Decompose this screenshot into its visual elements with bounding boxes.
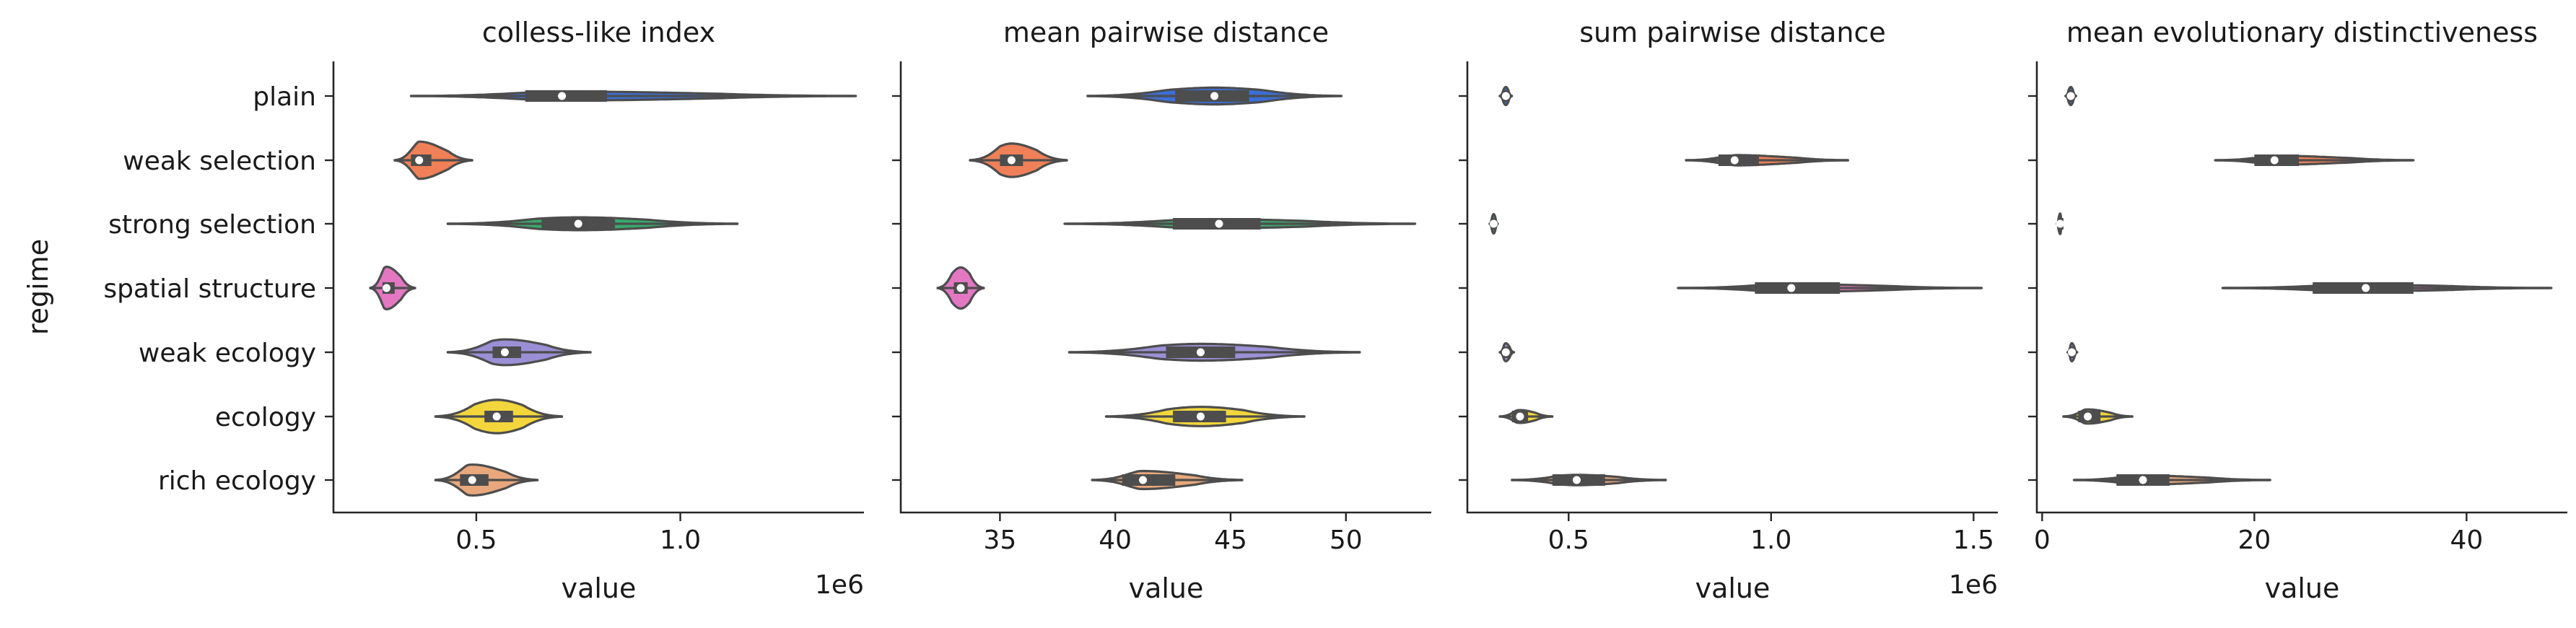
y-tick-label: plain — [253, 82, 316, 112]
x-tick-label: 45 — [1214, 525, 1247, 555]
violin-3 — [1677, 282, 1983, 294]
median-marker — [2068, 348, 2077, 357]
median-marker — [1210, 92, 1219, 100]
panel-title: mean evolutionary distinctiveness — [2066, 17, 2538, 48]
median-marker — [558, 92, 567, 100]
median-marker — [1787, 284, 1796, 292]
x-tick-label: 1.5 — [1953, 525, 1994, 555]
x-tick-label: 1.0 — [1750, 525, 1791, 555]
iqr-box — [1122, 474, 1176, 486]
median-marker — [1489, 219, 1498, 228]
median-marker — [1516, 412, 1524, 421]
x-tick-label: 0.5 — [455, 525, 497, 555]
y-tick-label: weak selection — [123, 147, 316, 176]
median-marker — [2139, 476, 2147, 484]
violin-4 — [1498, 341, 1516, 363]
median-marker — [2066, 92, 2075, 100]
violin-6 — [1511, 474, 1667, 487]
panel-title: colless-like index — [482, 17, 715, 48]
violin-2 — [1063, 218, 1417, 230]
violin-4 — [1067, 342, 1361, 362]
violin-5 — [1104, 406, 1306, 427]
median-marker — [415, 156, 424, 165]
x-tick-label: 35 — [984, 525, 1017, 555]
violin-1 — [2214, 154, 2415, 166]
median-marker — [500, 348, 509, 357]
violin-1 — [969, 142, 1068, 178]
iqr-box — [1755, 282, 1841, 294]
median-marker — [1007, 156, 1016, 165]
median-marker — [956, 284, 965, 292]
panels-group: colless-like index plain weak selection str… — [103, 17, 2567, 604]
x-tick-label: 0 — [2034, 525, 2051, 555]
violin-4 — [446, 338, 592, 367]
median-marker — [2362, 284, 2370, 292]
median-marker — [2056, 219, 2064, 228]
x-tick-label: 40 — [2450, 525, 2483, 555]
y-axis-label: regime — [22, 239, 54, 335]
iqr-box — [1718, 154, 1759, 166]
axis-offset-label: 1e6 — [815, 570, 864, 600]
violin-5 — [2062, 408, 2134, 425]
median-marker — [1730, 156, 1739, 165]
iqr-box — [525, 90, 607, 102]
violin-0 — [2064, 85, 2077, 107]
x-axis-label: value — [1695, 572, 1771, 604]
median-marker — [1572, 476, 1581, 484]
violin-1 — [393, 140, 473, 180]
violin-6 — [434, 463, 539, 497]
violin-4 — [2066, 341, 2079, 363]
violin-6 — [2072, 474, 2271, 486]
median-marker — [468, 476, 476, 484]
median-marker — [2270, 156, 2279, 165]
y-tick-label: weak ecology — [139, 339, 316, 368]
x-tick-label: 50 — [1330, 525, 1363, 555]
x-tick-label: 40 — [1099, 525, 1132, 555]
y-tick-label: ecology — [215, 403, 316, 432]
violin-2 — [2056, 212, 2064, 235]
median-marker — [492, 412, 501, 421]
median-marker — [1196, 412, 1205, 421]
x-axis-label: value — [562, 572, 637, 604]
violin-5 — [1498, 409, 1554, 424]
median-marker — [2084, 412, 2092, 421]
violin-0 — [409, 90, 857, 102]
median-marker — [574, 219, 582, 228]
panel-title: mean pairwise distance — [1003, 17, 1329, 48]
median-marker — [1139, 476, 1148, 484]
axis-offset-label: 1e6 — [1949, 570, 1998, 600]
violin-0 — [1086, 86, 1342, 106]
y-tick-label: strong selection — [108, 210, 316, 240]
violin-3 — [2221, 282, 2553, 294]
x-tick-label: 20 — [2237, 525, 2271, 555]
x-tick-label: 0.5 — [1548, 525, 1589, 555]
x-tick-label: 1.0 — [660, 525, 701, 555]
violin-2 — [446, 216, 739, 232]
violin-2 — [1488, 213, 1499, 235]
median-marker — [383, 284, 390, 292]
y-tick-label: rich ecology — [158, 466, 316, 496]
x-axis-label: value — [1129, 572, 1204, 604]
violin-5 — [434, 398, 564, 435]
violin-3 — [369, 266, 416, 310]
y-tick-label: spatial structure — [103, 274, 316, 304]
violin-6 — [1091, 469, 1244, 491]
median-marker — [1215, 219, 1223, 228]
median-marker — [1501, 92, 1510, 100]
median-marker — [1501, 348, 1510, 357]
violin-3 — [936, 266, 985, 310]
x-axis-label: value — [2265, 572, 2340, 604]
violin-1 — [1685, 154, 1849, 167]
violin-0 — [1498, 85, 1514, 107]
median-marker — [1196, 348, 1205, 357]
panel-title: sum pairwise distance — [1579, 17, 1885, 48]
